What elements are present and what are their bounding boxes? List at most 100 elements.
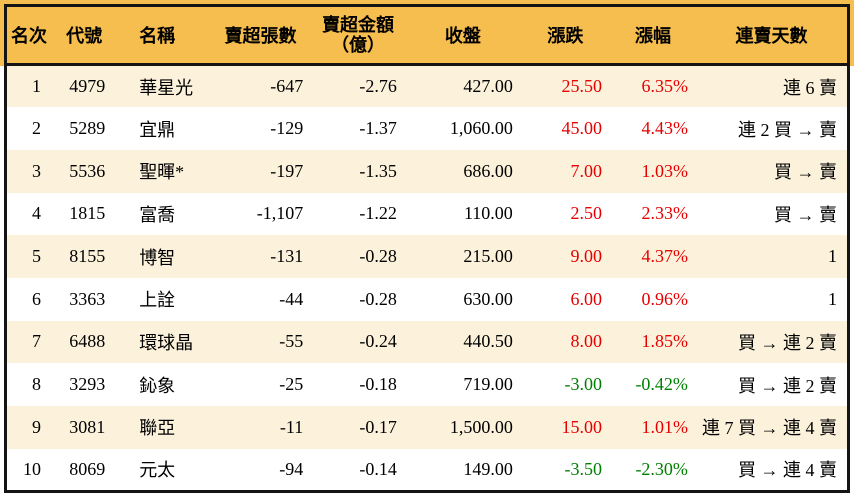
cell-rank: 10 [23,458,41,479]
column-header-change: 漲跌 [520,5,610,65]
cell-rank: 1 [32,76,41,97]
cell-name: 富喬 [139,204,176,225]
table-row: 5 8155 博智 -131 -0.28 215.00 9.00 4.37% 1 [5,235,849,278]
table-header: 名次 代號 名稱 賣超張數 賣超金額 （億） 收盤 漲跌 漲幅 連賣天數 [5,5,849,65]
cell-change: 45.00 [561,118,603,139]
cell-streak: 連 7 買 → 連 4 賣 [702,418,837,439]
cell-sell-amount: -0.17 [359,416,397,437]
cell-name: 環球晶 [139,332,194,353]
table-body: 1 4979 華星光 -647 -2.76 427.00 25.50 6.35% 連 6 賣 2 5… [5,64,849,492]
cell-change: 6.00 [570,288,603,309]
column-header-sell-amount: 賣超金額 （億） [311,5,405,65]
cell-sell-amount: -1.35 [359,160,397,181]
column-header-change-pct: 漲幅 [610,5,696,65]
cell-code: 4979 [69,76,106,97]
cell-change-pct: 0.96% [641,288,688,309]
cell-rank: 8 [32,374,41,395]
cell-sell-volume: -1,107 [256,203,304,224]
cell-close: 630.00 [463,288,513,309]
cell-close: 110.00 [463,203,513,224]
cell-change-pct: 1.01% [641,416,688,437]
cell-change-pct: 6.35% [641,76,688,97]
cell-name: 元太 [139,460,176,481]
column-header-name: 名稱 [117,5,210,65]
cell-change-pct: 4.37% [641,246,688,267]
cell-change-pct: 1.85% [641,331,688,352]
table-row: 9 3081 聯亞 -11 -0.17 1,500.00 15.00 1.01% 連 7 買 →… [5,406,849,449]
table-row: 7 6488 環球晶 -55 -0.24 440.50 8.00 1.85% 買 → 連 2 賣 [5,320,849,364]
cell-rank: 9 [32,416,41,437]
cell-code: 3081 [69,416,106,437]
cell-change-pct: 1.03% [641,160,688,181]
cell-sell-volume: -129 [270,118,304,139]
column-header-streak: 連賣天數 [695,5,849,65]
cell-sell-volume: -647 [270,76,304,97]
cell-change: 25.50 [561,76,603,97]
cell-sell-amount: -2.76 [359,76,397,97]
cell-sell-amount: -1.22 [359,203,397,224]
cell-sell-volume: -25 [279,374,304,395]
column-header-close: 收盤 [404,5,521,65]
column-header-sell-amount-line2: （億） [331,35,386,55]
cell-streak: 買 → 賣 [774,162,837,183]
cell-sell-volume: -94 [279,458,304,479]
cell-change: -3.00 [564,374,603,395]
cell-change-pct: -2.30% [635,458,688,479]
table-row: 2 5289 宜鼎 -129 -1.37 1,060.00 45.00 4.43% 連 2 買 … [5,107,849,150]
cell-rank: 7 [32,331,41,352]
cell-name: 鈊象 [139,375,176,396]
column-header-rank: 名次 [5,5,51,65]
cell-close: 686.00 [463,160,513,181]
cell-sell-volume: -131 [270,246,304,267]
cell-code: 3363 [69,288,106,309]
cell-rank: 3 [32,160,41,181]
cell-close: 215.00 [463,246,513,267]
cell-rank: 4 [32,203,41,224]
table-row: 6 3363 上詮 -44 -0.28 630.00 6.00 0.96% 1 [5,277,849,321]
cell-streak: 買 → 連 2 賣 [738,332,837,353]
cell-streak: 1 [828,288,837,309]
table-row: 4 1815 富喬 -1,107 -1.22 110.00 2.50 2.33% 買 → 賣 [5,192,849,236]
cell-sell-amount: -0.18 [359,374,397,395]
table-row: 1 4979 華星光 -647 -2.76 427.00 25.50 6.35% 連 6 賣 [5,64,849,108]
cell-code: 1815 [69,203,106,224]
cell-change-pct: 2.33% [641,203,688,224]
cell-code: 5536 [69,160,106,181]
cell-sell-amount: -0.28 [359,246,397,267]
net-sell-ranking-table: 名次 代號 名稱 賣超張數 賣超金額 （億） 收盤 漲跌 漲幅 連賣天數 1 49… [4,4,850,493]
cell-close: 427.00 [463,76,513,97]
cell-rank: 6 [32,288,41,309]
column-header-sell-amount-line1: 賣超金額 [322,14,395,35]
cell-sell-amount: -1.37 [359,118,397,139]
cell-close: 1,500.00 [449,416,513,437]
table-frame: 名次 代號 名稱 賣超張數 賣超金額 （億） 收盤 漲跌 漲幅 連賣天數 1 49… [4,4,850,493]
column-header-code: 代號 [51,5,118,65]
cell-sell-volume: -55 [279,331,304,352]
cell-rank: 2 [32,118,41,139]
cell-name: 博智 [139,247,176,268]
table-row: 3 5536 聖暉* -197 -1.35 686.00 7.00 1.03% 買 → 賣 [5,149,849,193]
table-row: 10 8069 元太 -94 -0.14 149.00 -3.50 -2.30% 買 → 連 4… [5,448,849,492]
cell-streak: 買 → 連 2 賣 [738,375,837,396]
cell-change: -3.50 [564,458,603,479]
cell-close: 719.00 [463,374,513,395]
cell-name: 宜鼎 [139,119,176,140]
cell-streak: 連 2 買 → 賣 [738,119,837,140]
cell-rank: 5 [32,246,41,267]
header-row: 名次 代號 名稱 賣超張數 賣超金額 （億） 收盤 漲跌 漲幅 連賣天數 [5,5,849,65]
cell-code: 8069 [69,458,106,479]
cell-change-pct: -0.42% [635,374,688,395]
cell-change: 9.00 [570,246,603,267]
cell-close: 149.00 [463,458,513,479]
cell-change: 2.50 [570,203,603,224]
cell-streak: 連 6 賣 [783,77,837,98]
cell-code: 5289 [69,118,106,139]
cell-sell-amount: -0.28 [359,288,397,309]
cell-change: 15.00 [561,416,603,437]
cell-name: 聖暉* [139,162,185,183]
cell-change: 8.00 [570,331,603,352]
cell-sell-volume: -197 [270,160,304,181]
cell-name: 上詮 [139,290,176,311]
column-header-sell-volume: 賣超張數 [209,5,312,65]
cell-code: 8155 [69,246,106,267]
